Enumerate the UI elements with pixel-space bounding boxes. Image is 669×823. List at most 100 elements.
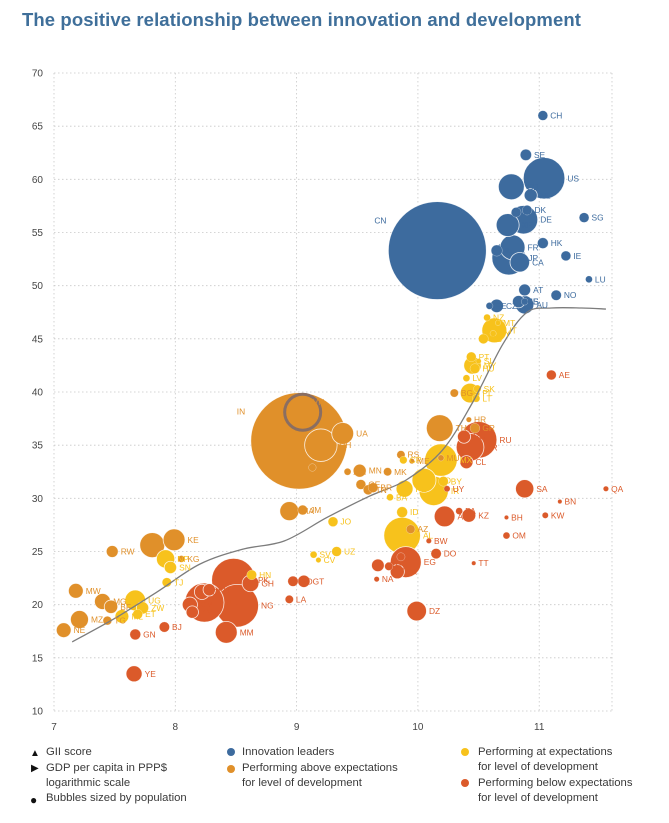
x-tick-label: 10 <box>412 722 424 733</box>
point-label-co: CO <box>438 475 451 485</box>
point-label-np: NP <box>177 554 189 564</box>
point-label-uz: UZ <box>344 547 355 557</box>
bubble-lu <box>585 275 593 283</box>
point-label-rw: RW <box>121 547 135 557</box>
point-label-de: DE <box>540 215 552 225</box>
point-label-ph: PH <box>340 440 352 450</box>
point-label-mn: MN <box>369 466 382 476</box>
x-tick-label: 9 <box>294 722 300 733</box>
bubble-bf <box>103 599 119 614</box>
point-label-kw: KW <box>551 510 565 520</box>
bubble-cv <box>315 557 322 563</box>
point-labels: CN IN PK NG US BD AL RU JP PH MX EG IR DE TR TH GB FR TZ IT… <box>74 111 624 679</box>
point-label-bn: BN <box>565 497 577 507</box>
point-label-tj: TJ <box>174 577 183 587</box>
bubble-mn <box>352 463 367 478</box>
point-label-om: OM <box>512 531 526 541</box>
point-label-cy: CY <box>499 329 511 339</box>
point-label-al: AL <box>423 531 434 541</box>
point-label-py: PY <box>395 561 407 571</box>
bubble-no <box>550 289 562 301</box>
point-label-qa: QA <box>611 484 624 494</box>
y-tick-label: 15 <box>32 653 44 664</box>
bubble-fi <box>511 207 522 218</box>
point-label-hu: HU <box>482 364 494 374</box>
bubble-ro <box>457 429 471 444</box>
point-label-mk: MK <box>394 467 407 477</box>
point-label-ua: UA <box>356 428 368 438</box>
point-label-do: DO <box>444 549 457 559</box>
bubble-ph <box>304 428 338 462</box>
bubble-cr <box>399 456 408 464</box>
point-label-hk: HK <box>551 238 563 248</box>
point-label-sk: SK <box>484 384 496 394</box>
bubble-sg <box>579 212 590 223</box>
x-tick-label: 11 <box>534 722 545 733</box>
bubble-am <box>343 468 352 476</box>
point-label-cr: CR <box>410 455 422 465</box>
point-label-jo: JO <box>340 517 351 527</box>
bubble-ae <box>546 369 557 381</box>
bubble-br <box>367 482 379 493</box>
point-label-ie: IE <box>573 251 581 261</box>
y-tick-label: 25 <box>32 547 44 558</box>
point-label-bj: BJ <box>172 622 182 632</box>
point-label-gb: GB <box>527 182 540 192</box>
bubble-gb <box>497 173 525 201</box>
bubble-mz <box>70 610 89 629</box>
highlight-ring <box>283 392 323 432</box>
bubble-na <box>373 576 380 582</box>
point-label-ci: CI <box>212 587 220 597</box>
point-label-zm: ZM <box>201 607 213 617</box>
point-label-ge: GE <box>368 480 381 490</box>
bubble-ec <box>371 558 385 573</box>
point-label-mt: MT <box>503 318 515 328</box>
bubble-hu <box>469 363 480 374</box>
bubble-by <box>438 476 449 487</box>
bubble-tt <box>471 560 477 566</box>
point-label-hr: HR <box>474 415 486 425</box>
bubble-uy <box>443 485 451 493</box>
bubble-et <box>132 609 143 620</box>
point-label-in: IN <box>237 406 245 416</box>
x-tick-labels: 7 8 9 10 11 <box>51 722 545 733</box>
point-label-si: SI <box>484 356 492 366</box>
point-label-sv: SV <box>320 550 332 560</box>
bubble-sv <box>309 551 318 559</box>
point-label-lv: LV <box>472 373 482 383</box>
point-label-mx: MX <box>460 455 473 465</box>
bubble-es <box>478 333 489 344</box>
point-label-nl: NL <box>540 190 551 200</box>
point-label-fi: FI <box>524 207 531 217</box>
point-label-ne: NE <box>74 625 86 635</box>
point-label-us: US <box>567 173 579 183</box>
bubble-ca <box>509 252 531 273</box>
bubble-is <box>521 298 529 306</box>
point-label-ch: CH <box>550 111 562 121</box>
point-label-at: AT <box>533 285 543 295</box>
bubble-gn <box>129 628 141 640</box>
point-label-by: BY <box>451 476 463 486</box>
point-label-es: ES <box>491 334 503 344</box>
bubble-at <box>518 283 532 297</box>
bubble-bj <box>159 621 170 633</box>
point-label-ir: IR <box>451 486 459 496</box>
trend-curve <box>71 306 606 643</box>
point-label-kh: KH <box>218 585 230 595</box>
point-label-me: ME <box>417 456 430 466</box>
bubble-ne <box>55 622 72 639</box>
point-label-gn: GN <box>143 629 156 639</box>
bubble-kg <box>177 555 185 563</box>
point-label-cv: CV <box>324 555 336 565</box>
point-label-et: ET <box>145 609 156 619</box>
bubble-ua <box>331 422 355 445</box>
point-label-kr: KR <box>522 220 534 230</box>
point-label-eg: EG <box>424 557 436 567</box>
point-label-tz: TZ <box>167 540 177 550</box>
bubble-rw <box>105 545 119 558</box>
bubble-cy <box>489 330 497 337</box>
point-label-sa: SA <box>536 484 548 494</box>
bubble-zm <box>185 605 199 619</box>
point-label-bo: BO <box>301 576 314 586</box>
